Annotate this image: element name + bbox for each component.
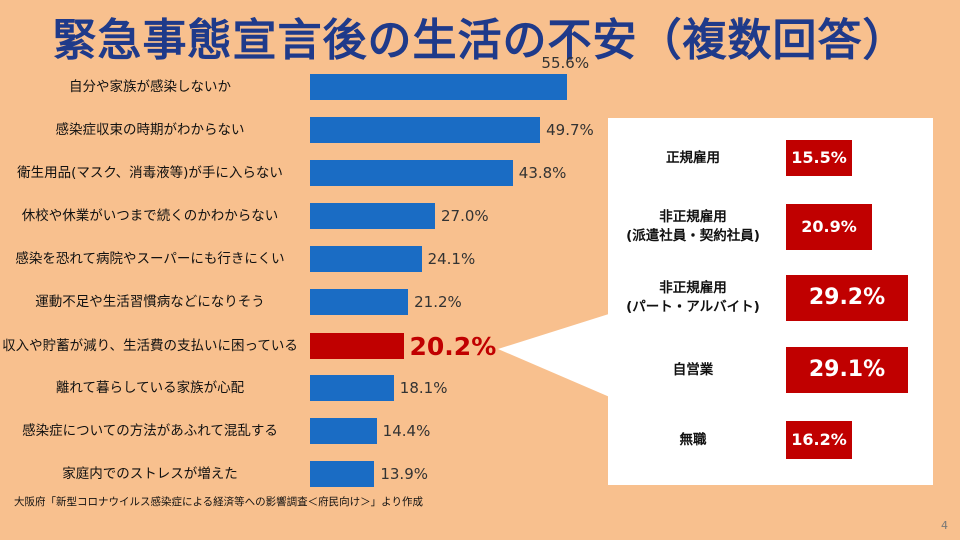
employment-type-label: 非正規雇用 (派遣社員・契約社員) [608, 208, 778, 246]
employment-type-line: 非正規雇用 [659, 280, 727, 296]
value-label: 49.7% [546, 121, 594, 139]
employment-value-box: 29.2% [786, 275, 908, 321]
category-label: 休校や休業がいつまで続くのかわからない [21, 207, 279, 224]
bar [310, 246, 422, 272]
employment-value-box: 16.2% [786, 421, 852, 459]
employment-value-box: 15.5% [786, 140, 852, 176]
category-label: 収入や貯蓄が減り、生活費の支払いに困っている [2, 337, 298, 354]
value-label: 18.1% [399, 379, 448, 397]
category-label: 運動不足や生活習慣病などになりそう [35, 293, 265, 310]
page-title: 緊急事態宣言後の生活の不安（複数回答） [52, 15, 908, 66]
category-label: 離れて暮らしている家族が心配 [55, 379, 245, 396]
employment-type-line: 非正規雇用 [659, 209, 727, 225]
bar [310, 160, 513, 186]
category-label: 感染症収束の時期がわからない [55, 121, 245, 138]
employment-type-label: 非正規雇用 (パート・アルバイト) [608, 279, 778, 317]
page-number: 4 [941, 519, 948, 532]
source-note: 大阪府「新型コロナウイルス感染症による経済等への影響調査＜府民向け＞」より作成 [14, 496, 423, 508]
bar [310, 203, 435, 229]
bar-highlight [310, 333, 404, 359]
value-label: 14.4% [382, 422, 431, 440]
value-label: 13.9% [380, 465, 428, 483]
value-label: 43.8% [518, 164, 567, 182]
category-label: 感染症についての方法があふれて混乱する [22, 422, 278, 439]
category-label: 感染を恐れて病院やスーパーにも行きにくい [15, 250, 285, 267]
employment-value-box: 20.9% [786, 204, 872, 250]
category-label: 自分や家族が感染しないか [69, 78, 231, 95]
bar [310, 461, 375, 487]
employment-type-line: 正規雇用 [666, 149, 720, 166]
category-label: 家庭内でのストレスが増えた [62, 465, 238, 482]
value-label: 24.1% [427, 250, 476, 268]
value-label: 27.0% [441, 207, 489, 225]
value-label: 21.2% [414, 293, 462, 311]
category-label: 衛生用品(マスク、消毒液等)が手に入らない [17, 164, 283, 181]
employment-type-line: (パート・アルバイト) [626, 299, 760, 315]
employment-type-label: 正規雇用 [608, 149, 778, 168]
employment-type-line: (派遣社員・契約社員) [626, 228, 760, 244]
bar [310, 117, 541, 143]
employment-type-label: 自営業 [608, 361, 778, 380]
employment-value-box: 29.1% [786, 347, 908, 393]
employment-type-label: 無職 [608, 431, 778, 450]
bar [310, 418, 377, 444]
value-label: 55.6% [541, 54, 590, 72]
bar [310, 375, 394, 401]
employment-type-line: 自営業 [672, 361, 714, 378]
bar [310, 289, 409, 315]
value-label: 20.2% [409, 331, 497, 361]
bar [310, 74, 568, 100]
employment-type-line: 無職 [679, 431, 707, 448]
